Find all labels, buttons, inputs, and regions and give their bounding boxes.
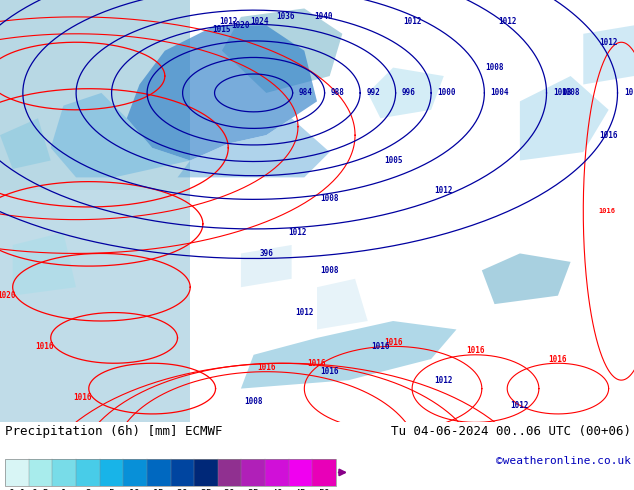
Text: 1008: 1008 (320, 266, 339, 275)
Polygon shape (241, 245, 292, 287)
Text: 50: 50 (318, 489, 330, 490)
Text: 1008: 1008 (485, 63, 504, 72)
Text: 992: 992 (366, 88, 380, 98)
Bar (5, 459, 336, 486)
Text: 1016: 1016 (35, 342, 54, 351)
Bar (242, 459, 265, 486)
Text: 1024: 1024 (250, 17, 269, 25)
Text: 996: 996 (402, 88, 416, 98)
Text: 1005: 1005 (384, 156, 403, 165)
Bar (194, 459, 218, 486)
Polygon shape (0, 118, 51, 169)
Text: 1012: 1012 (403, 17, 422, 25)
Text: 1015: 1015 (212, 25, 231, 34)
Text: 396: 396 (259, 249, 273, 258)
Bar (265, 459, 288, 486)
Text: 20: 20 (176, 489, 188, 490)
Bar (123, 459, 147, 486)
Text: 35: 35 (247, 489, 259, 490)
Text: 1004: 1004 (491, 88, 509, 98)
Polygon shape (317, 279, 368, 329)
Text: 1012: 1012 (498, 17, 517, 25)
Text: 1016: 1016 (307, 359, 327, 368)
Text: 1012: 1012 (295, 308, 314, 317)
Text: 1012: 1012 (510, 401, 529, 410)
Text: Precipitation (6h) [mm] ECMWF: Precipitation (6h) [mm] ECMWF (5, 425, 223, 438)
Bar (218, 459, 242, 486)
Polygon shape (368, 68, 444, 118)
Text: 1012: 1012 (288, 228, 307, 237)
Text: 2: 2 (85, 489, 91, 490)
Text: 1016: 1016 (599, 131, 618, 140)
Text: 1000: 1000 (437, 88, 456, 98)
Text: 45: 45 (295, 489, 306, 490)
Text: 5: 5 (108, 489, 114, 490)
Text: 1008: 1008 (244, 397, 263, 406)
Text: 984: 984 (299, 88, 313, 98)
Bar (5, 459, 29, 486)
Text: 1016: 1016 (73, 392, 92, 401)
Text: 988: 988 (331, 88, 345, 98)
Text: ©weatheronline.co.uk: ©weatheronline.co.uk (496, 456, 631, 466)
Text: 25: 25 (200, 489, 212, 490)
Polygon shape (178, 118, 330, 177)
Polygon shape (520, 76, 609, 161)
Text: 0.5: 0.5 (32, 489, 49, 490)
Text: 1036: 1036 (276, 12, 295, 22)
Text: 40: 40 (271, 489, 283, 490)
Text: 1012: 1012 (434, 376, 453, 385)
Bar (171, 459, 194, 486)
Bar (313, 459, 336, 486)
Text: 1016: 1016 (466, 346, 485, 355)
Text: 1020: 1020 (0, 291, 16, 300)
Text: 1016: 1016 (371, 342, 390, 351)
Text: 1016: 1016 (320, 367, 339, 376)
Text: 1040: 1040 (314, 12, 333, 22)
Text: 1008: 1008 (320, 194, 339, 203)
Text: 1020: 1020 (231, 21, 250, 30)
Polygon shape (222, 8, 342, 93)
Text: 1012: 1012 (624, 88, 634, 98)
Text: 15: 15 (153, 489, 165, 490)
Text: 1012: 1012 (219, 17, 238, 25)
Polygon shape (13, 232, 76, 295)
Bar (53, 459, 76, 486)
Text: 1016: 1016 (257, 363, 276, 372)
Bar (100, 459, 123, 486)
Text: 30: 30 (224, 489, 235, 490)
Text: 10: 10 (129, 489, 141, 490)
Bar (0, 0, 190, 422)
Bar (76, 459, 100, 486)
Text: 1: 1 (61, 489, 67, 490)
Polygon shape (127, 25, 317, 161)
Text: Tu 04-06-2024 00..06 UTC (00+06): Tu 04-06-2024 00..06 UTC (00+06) (391, 425, 631, 438)
Polygon shape (51, 93, 190, 177)
Text: 1008: 1008 (561, 88, 580, 98)
Polygon shape (241, 321, 456, 389)
Text: 1016: 1016 (548, 355, 567, 364)
Text: 1016: 1016 (598, 208, 615, 214)
Text: 1016: 1016 (384, 338, 403, 346)
Text: 1012: 1012 (434, 186, 453, 195)
Bar (147, 459, 171, 486)
Polygon shape (0, 0, 190, 190)
Polygon shape (482, 253, 571, 304)
Bar (288, 459, 313, 486)
Text: 0.1: 0.1 (8, 489, 26, 490)
Text: 1012: 1012 (599, 38, 618, 47)
Text: 1008: 1008 (553, 88, 571, 98)
Polygon shape (583, 25, 634, 84)
Bar (29, 459, 53, 486)
